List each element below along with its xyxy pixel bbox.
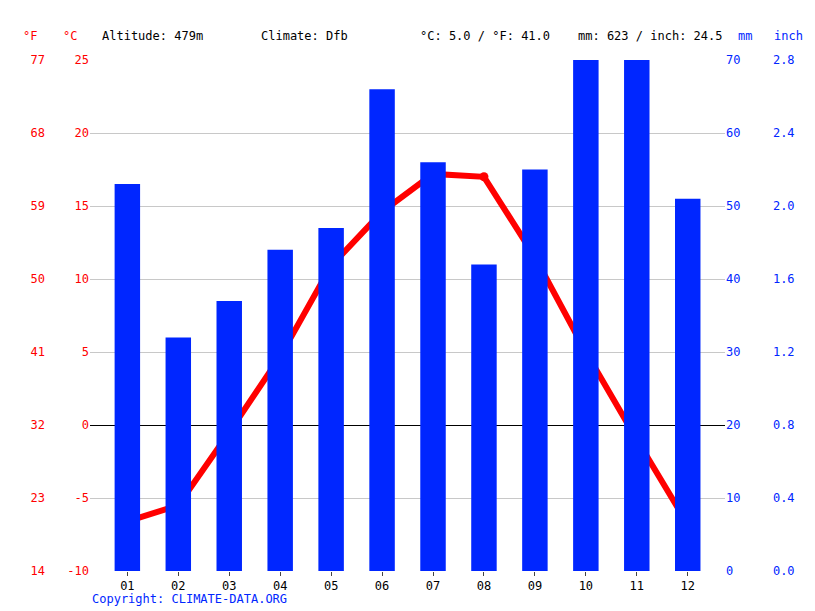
- svg-text:50: 50: [726, 199, 740, 213]
- svg-text:°F: °F: [23, 29, 37, 43]
- svg-text:59: 59: [31, 199, 45, 213]
- svg-text:Climate: Dfb: Climate: Dfb: [261, 29, 348, 43]
- svg-text:1.6: 1.6: [773, 272, 795, 286]
- svg-text:23: 23: [31, 491, 45, 505]
- svg-text:07: 07: [426, 579, 440, 593]
- svg-text:10: 10: [579, 579, 593, 593]
- svg-text:20: 20: [726, 418, 740, 432]
- svg-text:05: 05: [324, 579, 338, 593]
- svg-text:5: 5: [82, 345, 89, 359]
- svg-text:15: 15: [75, 199, 89, 213]
- svg-text:12: 12: [681, 579, 695, 593]
- svg-text:mm: 623 / inch: 24.5: mm: 623 / inch: 24.5: [578, 29, 723, 43]
- svg-text:10: 10: [75, 272, 89, 286]
- svg-text:32: 32: [31, 418, 45, 432]
- svg-text:2.0: 2.0: [773, 199, 795, 213]
- svg-text:°C: 5.0 / °F: 41.0: °C: 5.0 / °F: 41.0: [420, 29, 550, 43]
- svg-text:1.2: 1.2: [773, 345, 795, 359]
- svg-text:30: 30: [726, 345, 740, 359]
- svg-text:08: 08: [477, 579, 491, 593]
- svg-text:11: 11: [630, 579, 644, 593]
- svg-text:°C: °C: [63, 29, 77, 43]
- svg-text:10: 10: [726, 491, 740, 505]
- svg-text:Copyright: CLIMATE-DATA.ORG: Copyright: CLIMATE-DATA.ORG: [92, 592, 287, 606]
- svg-text:40: 40: [726, 272, 740, 286]
- svg-text:60: 60: [726, 126, 740, 140]
- svg-text:2.4: 2.4: [773, 126, 795, 140]
- svg-text:50: 50: [31, 272, 45, 286]
- svg-text:0: 0: [726, 564, 733, 578]
- svg-text:68: 68: [31, 126, 45, 140]
- svg-text:-10: -10: [67, 564, 89, 578]
- svg-text:01: 01: [120, 579, 134, 593]
- svg-text:25: 25: [75, 53, 89, 67]
- svg-text:70: 70: [726, 53, 740, 67]
- svg-text:mm: mm: [738, 29, 752, 43]
- svg-text:77: 77: [31, 53, 45, 67]
- svg-text:09: 09: [528, 579, 542, 593]
- svg-text:Altitude: 479m: Altitude: 479m: [102, 29, 203, 43]
- svg-text:0.4: 0.4: [773, 491, 795, 505]
- svg-text:-5: -5: [75, 491, 89, 505]
- svg-text:0: 0: [82, 418, 89, 432]
- svg-text:20: 20: [75, 126, 89, 140]
- svg-text:41: 41: [31, 345, 45, 359]
- svg-text:0.0: 0.0: [773, 564, 795, 578]
- svg-text:02: 02: [171, 579, 185, 593]
- svg-text:0.8: 0.8: [773, 418, 795, 432]
- svg-text:06: 06: [375, 579, 389, 593]
- svg-text:04: 04: [273, 579, 287, 593]
- svg-text:14: 14: [31, 564, 45, 578]
- svg-text:2.8: 2.8: [773, 53, 795, 67]
- svg-text:03: 03: [222, 579, 236, 593]
- svg-text:inch: inch: [774, 29, 803, 43]
